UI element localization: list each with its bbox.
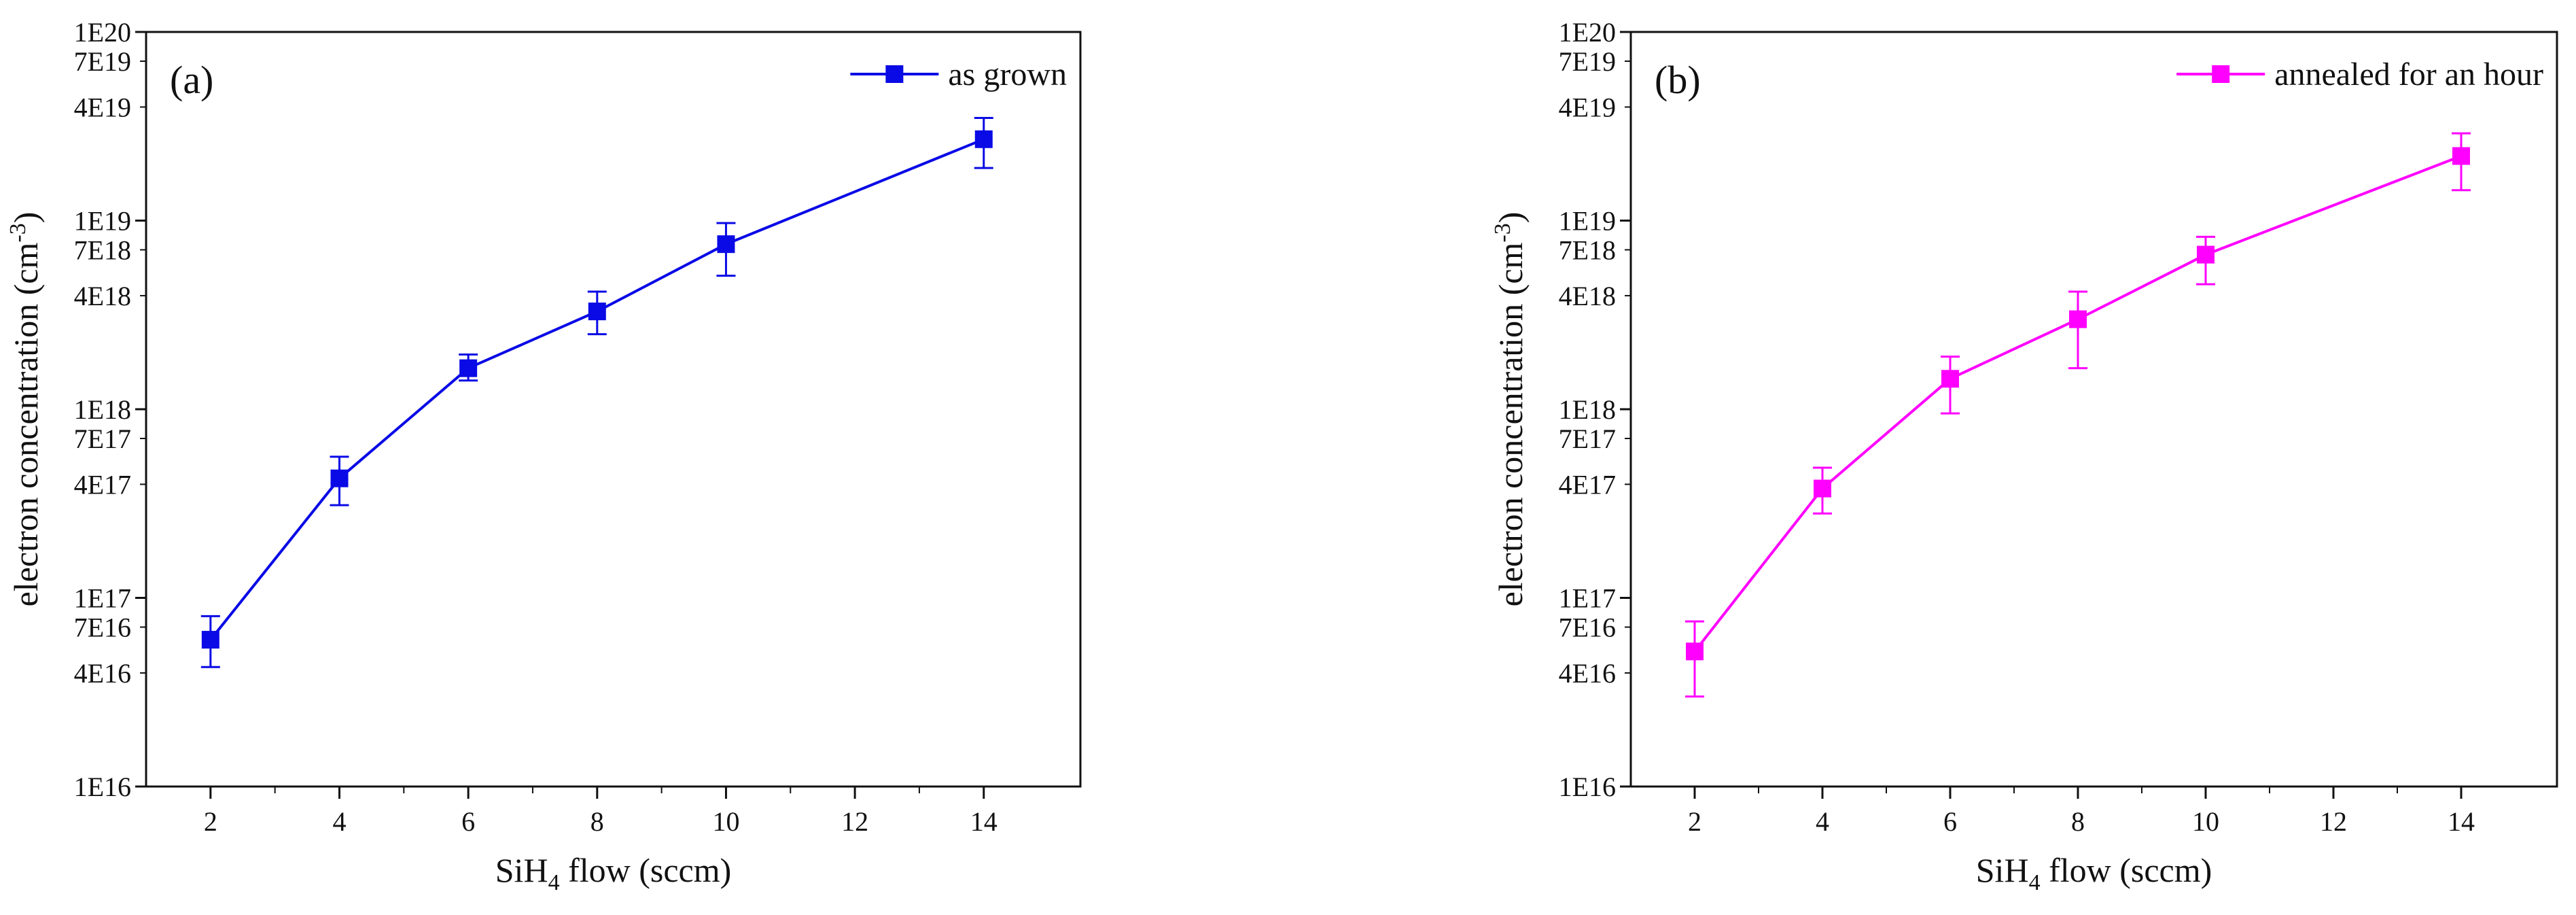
x-tick-label: 8 <box>2071 806 2085 837</box>
y-axis-label-close: ) <box>7 212 45 224</box>
y-tick-label: 4E17 <box>74 469 131 500</box>
y-tick-label: 7E18 <box>1559 235 1616 265</box>
x-tick-label: 12 <box>2320 806 2347 837</box>
data-point <box>2452 147 2470 165</box>
y-tick-label: 1E16 <box>74 772 131 802</box>
data-point <box>588 303 606 321</box>
y-tick-label: 1E20 <box>1559 17 1616 48</box>
data-point <box>2197 245 2215 264</box>
panel-label: (b) <box>1655 58 1701 102</box>
y-tick-label: 4E16 <box>74 658 131 689</box>
y-axis-label: electron concentration (cm-3) <box>1490 212 1530 607</box>
y-tick-label: 1E18 <box>1559 394 1616 425</box>
data-point <box>201 631 219 649</box>
y-tick-label: 7E17 <box>74 424 131 454</box>
series-line <box>1693 154 2462 653</box>
x-axis-label-subscript: 4 <box>548 870 560 895</box>
y-tick-label: 4E16 <box>1559 658 1616 689</box>
data-point <box>1686 642 1704 661</box>
y-tick-label: 7E18 <box>74 235 131 265</box>
y-tick-label: 4E19 <box>1559 92 1616 122</box>
y-tick-label: 7E16 <box>1559 612 1616 642</box>
x-tick-label: 2 <box>204 806 217 837</box>
y-tick-label: 1E16 <box>1559 772 1616 802</box>
series-line <box>209 137 985 641</box>
y-axis-label-main: electron concentration (cm <box>1492 242 1530 606</box>
y-tick-label: 1E19 <box>1559 206 1616 237</box>
x-axis-label: SiH4 flow (sccm) <box>1976 851 2212 895</box>
y-axis-label-main: electron concentration (cm <box>7 242 45 606</box>
panel-label: (a) <box>170 58 213 102</box>
y-axis-label-close: ) <box>1492 212 1530 224</box>
x-tick-label: 4 <box>332 806 346 837</box>
legend-label: as grown <box>948 56 1067 92</box>
x-tick-label: 6 <box>1943 806 1957 837</box>
y-axis-label: electron concentration (cm-3) <box>5 212 45 607</box>
x-tick-label: 2 <box>1688 806 1701 837</box>
data-point <box>1814 479 1831 498</box>
data-point <box>330 469 349 487</box>
y-tick-label: 4E18 <box>1559 281 1616 311</box>
x-tick-label: 14 <box>2448 806 2475 837</box>
y-tick-label: 7E19 <box>1559 46 1616 77</box>
legend-label: annealed for an hour <box>2274 56 2543 92</box>
data-point <box>974 130 993 148</box>
data-point <box>1941 370 1959 388</box>
y-tick-label: 1E17 <box>74 583 131 614</box>
x-tick-label: 10 <box>712 806 739 837</box>
y-tick-label: 7E16 <box>74 612 131 642</box>
x-tick-label: 8 <box>590 806 604 837</box>
y-tick-label: 7E17 <box>1559 424 1616 454</box>
x-axis-label: SiH4 flow (sccm) <box>495 851 732 895</box>
y-tick-label: 1E19 <box>74 206 131 237</box>
data-point <box>717 235 735 254</box>
y-tick-label: 1E20 <box>74 17 131 48</box>
y-tick-label: 7E19 <box>74 46 131 77</box>
x-tick-label: 14 <box>970 806 998 837</box>
data-point <box>459 359 478 377</box>
plot-frame <box>1629 31 2558 788</box>
y-tick-label: 1E18 <box>74 394 131 425</box>
x-axis-label-main: SiH <box>1976 851 2029 889</box>
x-axis-label-rest: flow (sccm) <box>2041 851 2212 889</box>
x-axis-label-subscript: 4 <box>2029 870 2041 895</box>
x-tick-label: 4 <box>1816 806 1829 837</box>
x-tick-label: 12 <box>841 806 868 837</box>
x-axis-label-rest: flow (sccm) <box>560 851 732 889</box>
y-tick-label: 1E17 <box>1559 583 1616 614</box>
y-tick-label: 4E19 <box>74 92 131 122</box>
x-tick-label: 6 <box>461 806 475 837</box>
data-point <box>2069 310 2087 328</box>
y-axis-label-superscript: -3 <box>5 223 31 242</box>
y-tick-label: 4E18 <box>74 281 131 311</box>
legend-marker <box>885 65 904 83</box>
y-tick-label: 4E17 <box>1559 469 1616 500</box>
y-axis-label-superscript: -3 <box>1490 223 1515 242</box>
x-axis-label-main: SiH <box>495 851 548 889</box>
legend-marker <box>2212 65 2230 83</box>
x-tick-label: 10 <box>2192 806 2219 837</box>
plot-frame <box>145 31 1082 788</box>
